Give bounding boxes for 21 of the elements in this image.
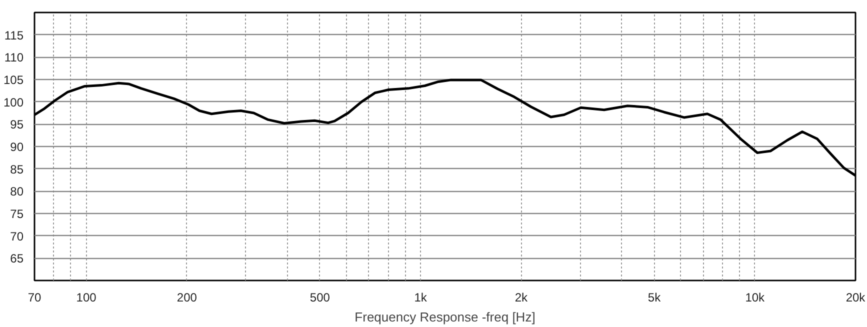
y-tick-label: 115 [4, 28, 24, 42]
y-tick-label: 80 [10, 184, 24, 199]
y-tick-label: 90 [10, 140, 24, 154]
x-tick-label: 2k [514, 290, 529, 304]
y-tick-label: 100 [3, 95, 24, 110]
x-tick-label: 20k [846, 290, 866, 304]
y-tick-label: 110 [4, 50, 24, 65]
y-tick-label: 105 [3, 73, 24, 87]
x-tick-label: 5k [648, 290, 662, 304]
x-tick-label: 200 [176, 290, 198, 304]
x-axis-title: Frequency Response -freq [Hz] [354, 310, 536, 324]
x-tick-label: 10k [745, 290, 766, 304]
y-tick-label: 95 [10, 118, 24, 132]
x-tick-label: 100 [76, 290, 97, 304]
y-tick-label: 65 [10, 252, 24, 266]
x-tick-label: 70 [28, 290, 42, 304]
y-tick-label: 75 [10, 207, 24, 221]
y-tick-label: 85 [10, 162, 24, 176]
x-tick-label: 500 [310, 290, 330, 304]
x-tick-label: 1k [414, 290, 428, 304]
y-tick-label: 70 [10, 229, 24, 244]
